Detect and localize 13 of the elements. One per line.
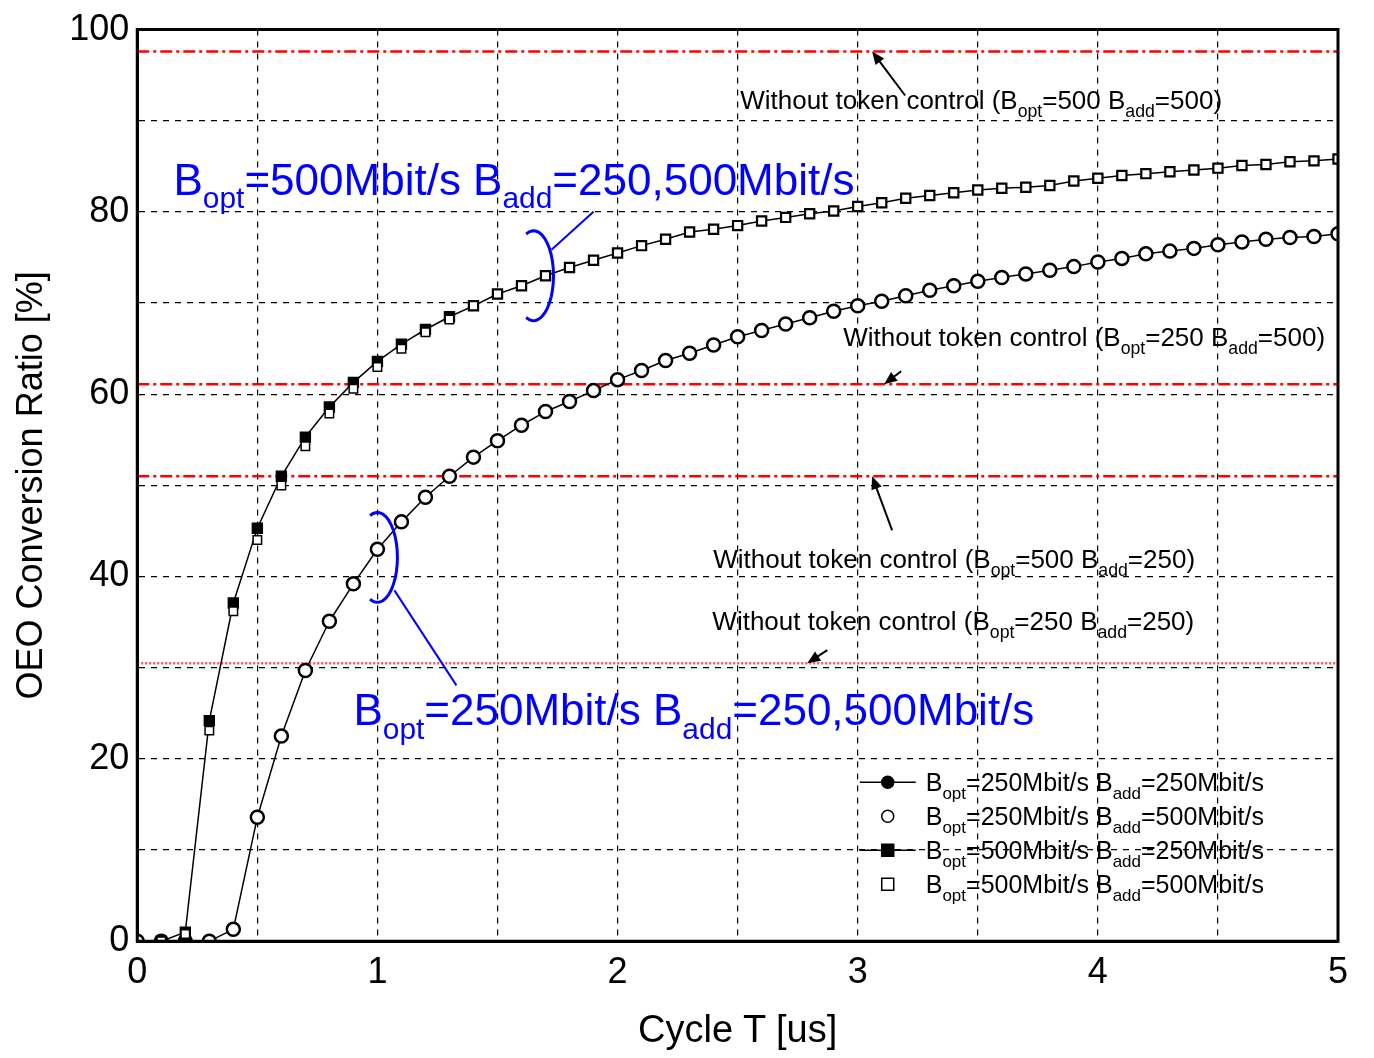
- x-tick-label: 4: [1087, 949, 1108, 991]
- y-axis-title: OEO Conversion Ratio [%]: [8, 271, 50, 700]
- x-tick-label: 3: [847, 949, 868, 991]
- y-tick-label: 40: [89, 553, 130, 595]
- x-axis-title: Cycle T [us]: [638, 1007, 838, 1050]
- y-tick-label: 80: [89, 188, 130, 230]
- x-tick-label: 2: [607, 949, 628, 991]
- y-tick-label: 20: [89, 735, 130, 777]
- y-tick-label: 0: [109, 918, 130, 960]
- x-tick-label: 1: [367, 949, 388, 991]
- y-tick-label: 60: [89, 371, 130, 413]
- x-tick-label: 5: [1327, 949, 1349, 991]
- y-tick-label: 100: [69, 6, 130, 48]
